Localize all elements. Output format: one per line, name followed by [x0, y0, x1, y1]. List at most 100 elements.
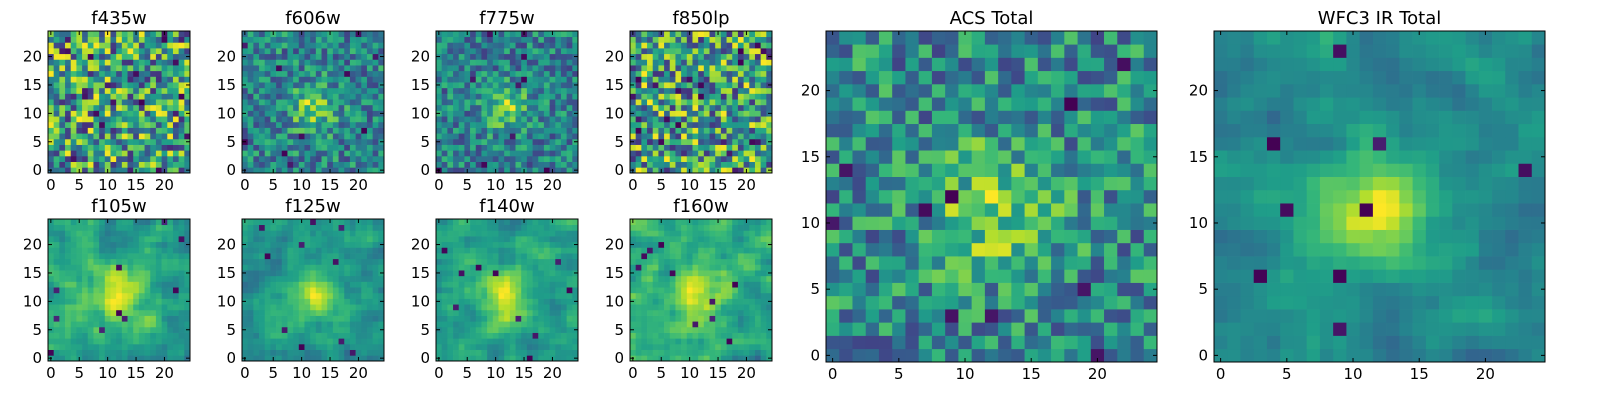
heatmap-cell	[641, 133, 648, 140]
heatmap-cell	[167, 247, 174, 254]
heatmap-cell	[378, 321, 385, 328]
heatmap-cell	[686, 116, 693, 123]
heatmap-cell	[65, 236, 72, 243]
heatmap-cell	[487, 224, 494, 231]
heatmap-cell	[349, 349, 356, 356]
heatmap-cell	[709, 321, 716, 328]
heatmap-cell	[630, 292, 637, 299]
heatmap-cell	[310, 224, 317, 231]
heatmap-cell	[276, 53, 283, 60]
heatmap-cell	[65, 264, 72, 271]
heatmap-cell	[549, 36, 556, 43]
heatmap-cell	[453, 309, 460, 316]
heatmap-cell	[172, 42, 179, 49]
heatmap-cell	[99, 253, 106, 260]
heatmap-cell	[737, 287, 744, 294]
heatmap-cell	[487, 270, 494, 277]
heatmap-cell	[264, 253, 271, 260]
heatmap-cell	[338, 138, 345, 145]
heatmap-cell	[749, 349, 756, 356]
heatmap-cell	[630, 121, 637, 128]
heatmap-cell	[698, 31, 705, 38]
x-tick-label: 20	[543, 364, 562, 382]
heatmap-cell	[242, 349, 249, 356]
heatmap-cell	[681, 104, 688, 111]
heatmap-cell	[760, 99, 767, 106]
heatmap-cell	[669, 104, 676, 111]
heatmap-cell	[87, 42, 94, 49]
heatmap-cell	[110, 241, 117, 248]
heatmap-cell	[138, 93, 145, 100]
heatmap-cell	[532, 70, 539, 77]
heatmap-cell	[138, 326, 145, 333]
heatmap-cell	[116, 116, 123, 123]
heatmap-cell	[675, 332, 682, 339]
heatmap-cell	[453, 332, 460, 339]
heatmap-cell	[732, 59, 739, 66]
heatmap-cell	[658, 53, 665, 60]
heatmap-cell	[372, 332, 379, 339]
heatmap-cell	[338, 315, 345, 322]
heatmap-cell	[709, 82, 716, 89]
heatmap-cell	[669, 287, 676, 294]
heatmap-cell	[681, 138, 688, 145]
heatmap-cell	[121, 42, 128, 49]
heatmap-cell	[652, 31, 659, 38]
heatmap-cell	[470, 326, 477, 333]
heatmap-cell	[658, 87, 665, 94]
heatmap-cell	[441, 326, 448, 333]
heatmap-cell	[635, 93, 642, 100]
heatmap-cell	[338, 264, 345, 271]
heatmap-cell	[492, 230, 499, 237]
heatmap-cell	[658, 42, 665, 49]
heatmap-cell	[543, 161, 550, 168]
heatmap-cell	[293, 326, 300, 333]
heatmap-cell	[161, 321, 168, 328]
heatmap-cell	[538, 281, 545, 288]
heatmap-cell	[515, 230, 522, 237]
heatmap-cell	[87, 65, 94, 72]
heatmap-cell	[464, 298, 471, 305]
heatmap-cell	[464, 110, 471, 117]
heatmap-cell	[560, 258, 567, 265]
heatmap-cell	[93, 65, 100, 72]
heatmap-cell	[760, 104, 767, 111]
heatmap-cell	[99, 70, 106, 77]
heatmap-cell	[726, 326, 733, 333]
heatmap-cell	[76, 321, 83, 328]
heatmap-cell	[566, 65, 573, 72]
heatmap-cell	[48, 309, 55, 316]
heatmap-cell	[664, 349, 671, 356]
heatmap-cell	[59, 65, 66, 72]
heatmap-cell	[658, 121, 665, 128]
heatmap-cell	[487, 70, 494, 77]
heatmap-cell	[293, 304, 300, 311]
heatmap-cell	[555, 270, 562, 277]
heatmap-cell	[481, 59, 488, 66]
heatmap-cell	[361, 258, 368, 265]
heatmap-cell	[549, 338, 556, 345]
heatmap-cell	[509, 326, 516, 333]
heatmap-cell	[133, 287, 140, 294]
heatmap-cell	[247, 236, 254, 243]
heatmap-cell	[161, 87, 168, 94]
heatmap-cell	[675, 150, 682, 157]
heatmap-cell	[641, 65, 648, 72]
heatmap-cell	[293, 82, 300, 89]
heatmap-cell	[464, 321, 471, 328]
heatmap-cell	[635, 150, 642, 157]
heatmap-cell	[344, 42, 351, 49]
heatmap-cell	[133, 99, 140, 106]
heatmap-cell	[487, 247, 494, 254]
heatmap-cell	[161, 127, 168, 134]
heatmap-cell	[726, 292, 733, 299]
heatmap-cell	[515, 59, 522, 66]
heatmap-cell	[276, 31, 283, 38]
heatmap-cell	[70, 287, 77, 294]
heatmap-cell	[270, 253, 277, 260]
heatmap-cell	[327, 93, 334, 100]
heatmap-cell	[658, 104, 665, 111]
heatmap-cell	[647, 144, 654, 151]
heatmap-cell	[521, 138, 528, 145]
heatmap-cell	[453, 241, 460, 248]
